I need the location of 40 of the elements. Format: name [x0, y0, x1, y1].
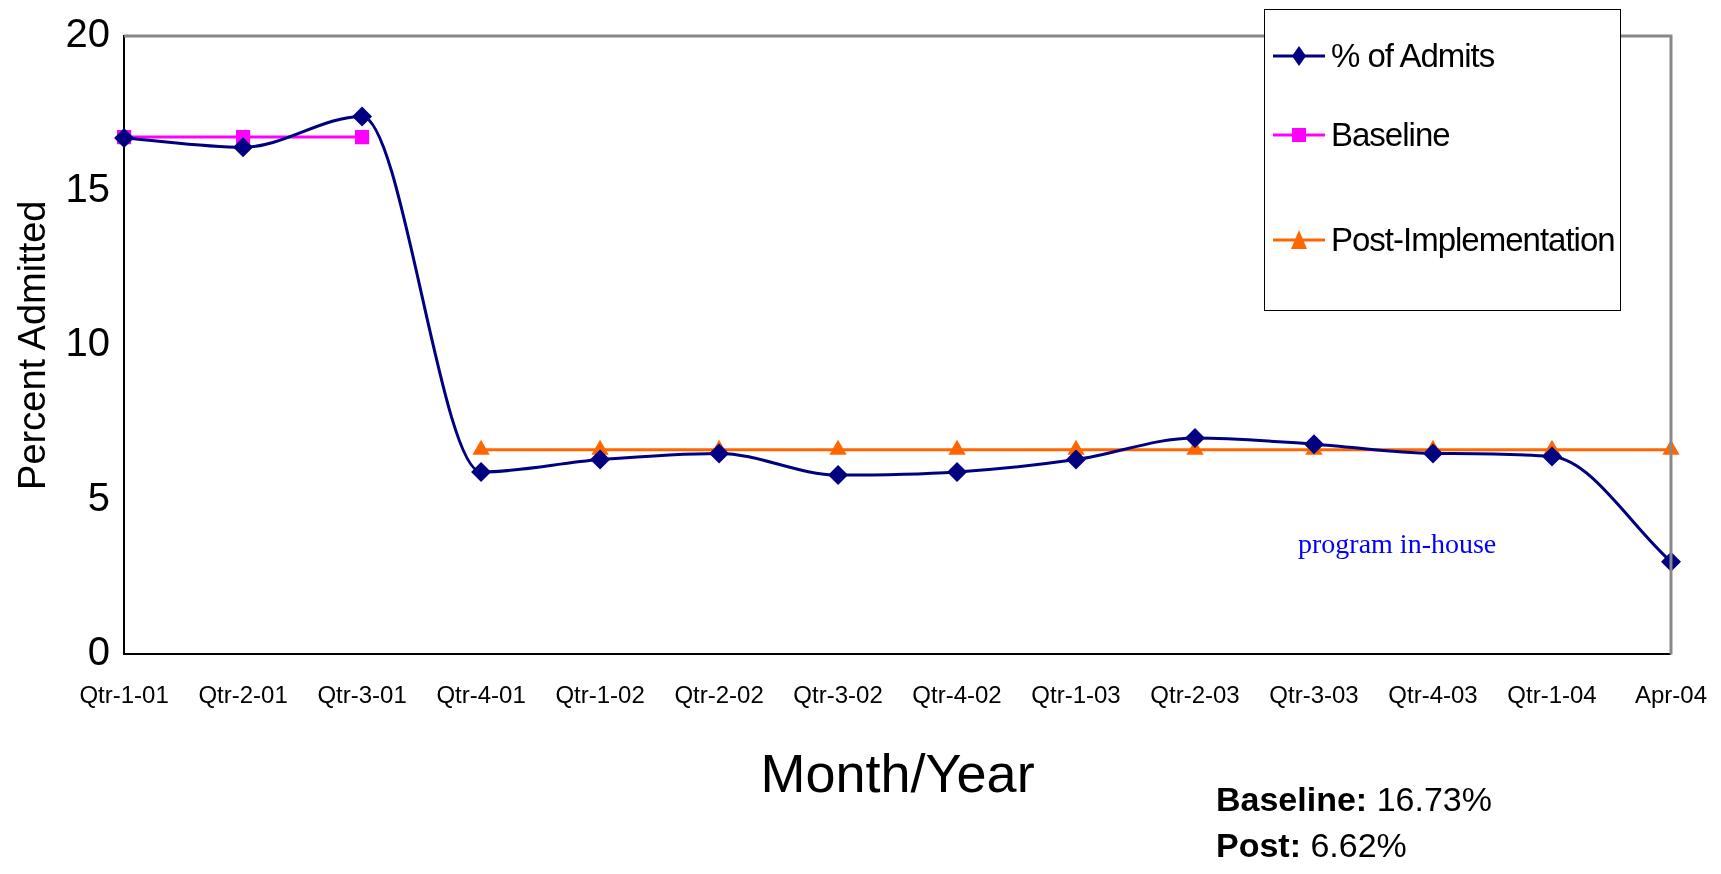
point [471, 461, 492, 482]
text: Baseline: 16.73% [1216, 780, 1492, 819]
point [590, 449, 611, 470]
legend-label: % of Admits [1331, 37, 1495, 75]
x-tick-label: Apr-04 [1634, 681, 1708, 709]
x-tick-label: Qtr-4-03 [1388, 681, 1478, 709]
x-tick-label: Qtr-3-02 [793, 681, 883, 709]
x-tick-label: Qtr-2-03 [1150, 681, 1240, 709]
annotation: program in-house [1298, 528, 1497, 560]
x-tick-label: Qtr-3-01 [317, 681, 407, 709]
y-axis-title: Percent Admitted [11, 200, 54, 490]
x-tick-label: Qtr-2-01 [198, 681, 288, 709]
y-tick-label: 20 [65, 11, 111, 56]
x-tick-label: Qtr-4-01 [436, 681, 526, 709]
point [828, 465, 849, 486]
x-tick-label: Qtr-1-04 [1507, 681, 1597, 709]
point [1304, 434, 1325, 455]
legend-label: Baseline [1331, 115, 1450, 154]
y-tick-label: 0 [87, 629, 111, 674]
x-tick-label: Qtr-1-03 [1031, 681, 1121, 709]
point [233, 137, 254, 158]
text: Post: 6.62% [1216, 826, 1407, 865]
x-tick-label: Qtr-1-01 [79, 681, 169, 709]
y-tick-label: 15 [65, 165, 111, 210]
x-tick-label: Qtr-4-02 [912, 681, 1002, 709]
point [1541, 446, 1562, 467]
x-tick-label: Qtr-3-03 [1269, 681, 1359, 709]
point [352, 106, 373, 127]
y-tick-label: 10 [65, 320, 111, 365]
x-tick-label: Qtr-1-02 [555, 681, 645, 709]
point [1185, 427, 1206, 448]
point [947, 461, 968, 482]
legend-label: Post-Implementation [1331, 220, 1615, 259]
point [1423, 443, 1443, 464]
point [355, 130, 370, 145]
point [1066, 449, 1087, 470]
point [709, 443, 730, 464]
x-tick-label: Qtr-2-02 [674, 681, 764, 709]
x-axis-title: Month/Year [760, 743, 1035, 804]
y-tick-label: 5 [87, 474, 111, 519]
